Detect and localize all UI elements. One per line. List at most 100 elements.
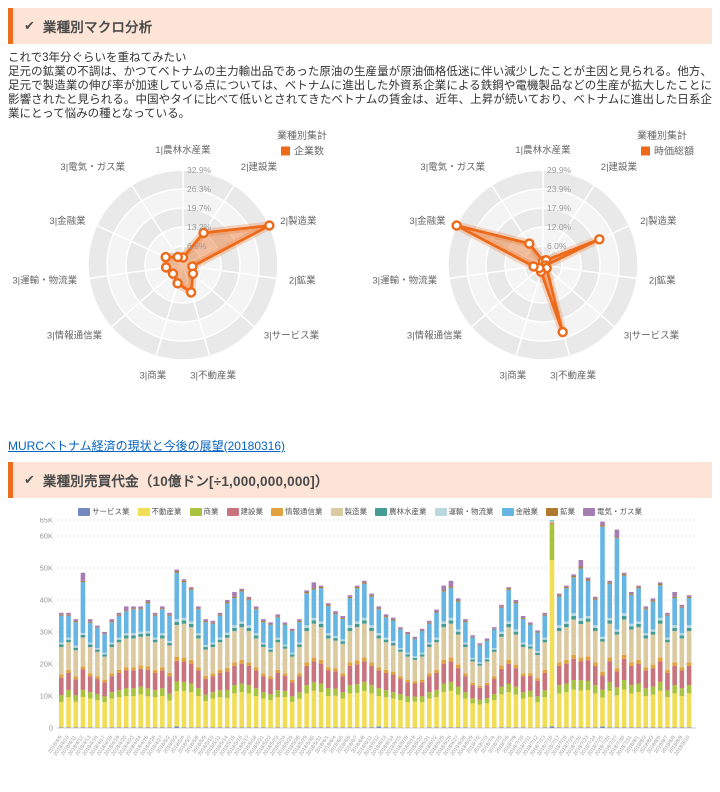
y-tick-label: 30K	[40, 628, 53, 637]
legend-item[interactable]: 情報通信業	[271, 506, 323, 517]
bar	[571, 574, 576, 728]
section-header-macro: ✔ 業種別マクロ分析	[8, 8, 712, 44]
bar-chart-legend: サービス業不動産業 商業 建設業情報通信業製造業農林水産業運輸・物流業金融業 鉱業電気…	[8, 506, 712, 517]
legend-item[interactable]: 不動産業	[138, 506, 182, 517]
legend-item[interactable]: 商業	[190, 506, 219, 517]
bar	[622, 573, 627, 728]
legend-label: 鉱業	[560, 506, 575, 517]
y-tick-label: 40K	[40, 596, 53, 605]
bar	[405, 632, 410, 728]
radar-axis-label: 2|鉱業	[649, 275, 676, 287]
radar-axis-label: 3|商業	[500, 370, 527, 382]
bar	[203, 619, 208, 728]
bar	[672, 592, 677, 728]
bar	[665, 613, 670, 728]
bar	[542, 613, 547, 728]
radar-point	[559, 328, 567, 336]
radar-axis-label: 3|金融業	[49, 215, 86, 227]
bar	[239, 589, 244, 728]
bar	[492, 627, 497, 728]
bar-chart-svg: 65K60K50K40K30K20K10K02018/4/92018/4/102…	[8, 518, 712, 770]
radar-point	[174, 279, 182, 287]
radar-axis-label: 2|製造業	[280, 215, 317, 227]
bar	[636, 586, 641, 728]
bar	[600, 522, 605, 728]
bar	[189, 587, 194, 728]
legend-swatch	[641, 147, 650, 156]
legend-item[interactable]: 鉱業	[546, 506, 575, 517]
bar	[268, 622, 273, 728]
bar	[391, 618, 396, 728]
bar	[586, 578, 591, 728]
bar	[146, 600, 151, 728]
section-header-trading: ✔ 業種別売買代金（10億ドン[÷1,000,000,000]）	[8, 462, 712, 498]
radar-legend-item[interactable]: 時価総額	[641, 145, 694, 158]
radar-marketcap-svg: 29.9%23.9%17.9%12.0%6.0%1|農林水産業2|建設業2|製造…	[360, 125, 720, 421]
bar	[138, 606, 143, 728]
bar	[174, 570, 179, 728]
radar-tick-label: 12.0%	[547, 222, 572, 232]
radar-tick-label: 17.9%	[547, 203, 572, 213]
bar	[607, 581, 612, 728]
section-title-macro: 業種別マクロ分析	[43, 16, 153, 36]
radar-companies-svg: 32.9%26.3%19.7%13.2%6.6%1|農林水産業2|建設業2|製造…	[0, 125, 360, 421]
bar	[319, 586, 324, 728]
bar	[535, 630, 540, 728]
bar	[579, 560, 584, 728]
radar-point	[453, 222, 461, 230]
legend-swatch	[138, 508, 150, 516]
radar-axis-label: 3|電気・ガス業	[420, 161, 485, 173]
bar	[643, 606, 648, 728]
legend-item[interactable]: 金融業	[502, 506, 539, 517]
bar	[167, 613, 172, 728]
bar	[369, 594, 374, 728]
bar	[564, 586, 569, 728]
legend-item[interactable]: 電気・ガス業	[583, 506, 642, 517]
bar	[615, 530, 620, 728]
legend-label: サービス業	[92, 506, 130, 517]
bar	[441, 586, 446, 728]
bar	[110, 619, 115, 728]
radar-tick-label: 32.9%	[187, 165, 212, 175]
radar-axis-label: 1|農林水産業	[515, 144, 571, 156]
radar-axis-label: 3|金融業	[409, 215, 446, 227]
radar-axis-label: 3|不動産業	[550, 370, 596, 382]
legend-item[interactable]: サービス業	[78, 506, 130, 517]
bar	[485, 638, 490, 728]
radar-axis-label: 2|製造業	[640, 215, 677, 227]
bar	[312, 582, 317, 728]
legend-item[interactable]: 製造業	[331, 506, 368, 517]
bar	[427, 621, 432, 728]
bar	[384, 614, 389, 728]
legend-swatch	[190, 508, 202, 516]
bar	[124, 606, 129, 728]
bar	[59, 613, 64, 728]
radar-point	[187, 288, 195, 296]
radar-tick-label: 26.3%	[187, 184, 212, 194]
radar-point	[169, 270, 177, 278]
intro-paragraph: これで3年分ぐらいを重ねてみたい 足元の鉱業の不調は、かつてベトナムの主力輸出品…	[8, 51, 712, 121]
legend-item[interactable]: 農林水産業	[375, 506, 427, 517]
legend-swatch	[546, 508, 558, 516]
bar	[81, 573, 86, 728]
bar	[326, 603, 331, 728]
radar-point	[265, 222, 273, 230]
radar-legend-title: 業種別集計	[277, 129, 327, 142]
bar	[456, 598, 461, 728]
radar-legend-item[interactable]: 企業数	[281, 145, 324, 158]
legend-item[interactable]: 運輸・物流業	[435, 506, 494, 517]
bar	[413, 637, 418, 728]
check-icon: ✔	[24, 18, 35, 34]
legend-item[interactable]: 建設業	[227, 506, 264, 517]
bar	[196, 606, 201, 728]
bar	[153, 613, 158, 728]
legend-label: 建設業	[241, 506, 264, 517]
radar-axis-label: 3|運輸・物流業	[12, 275, 77, 287]
check-icon: ✔	[24, 472, 35, 488]
legend-label: 商業	[204, 506, 219, 517]
radar-legend-title: 業種別集計	[637, 129, 687, 142]
murc-report-link[interactable]: MURCベトナム経済の現状と今後の展望(20180316)	[8, 439, 285, 453]
bar	[434, 610, 439, 728]
